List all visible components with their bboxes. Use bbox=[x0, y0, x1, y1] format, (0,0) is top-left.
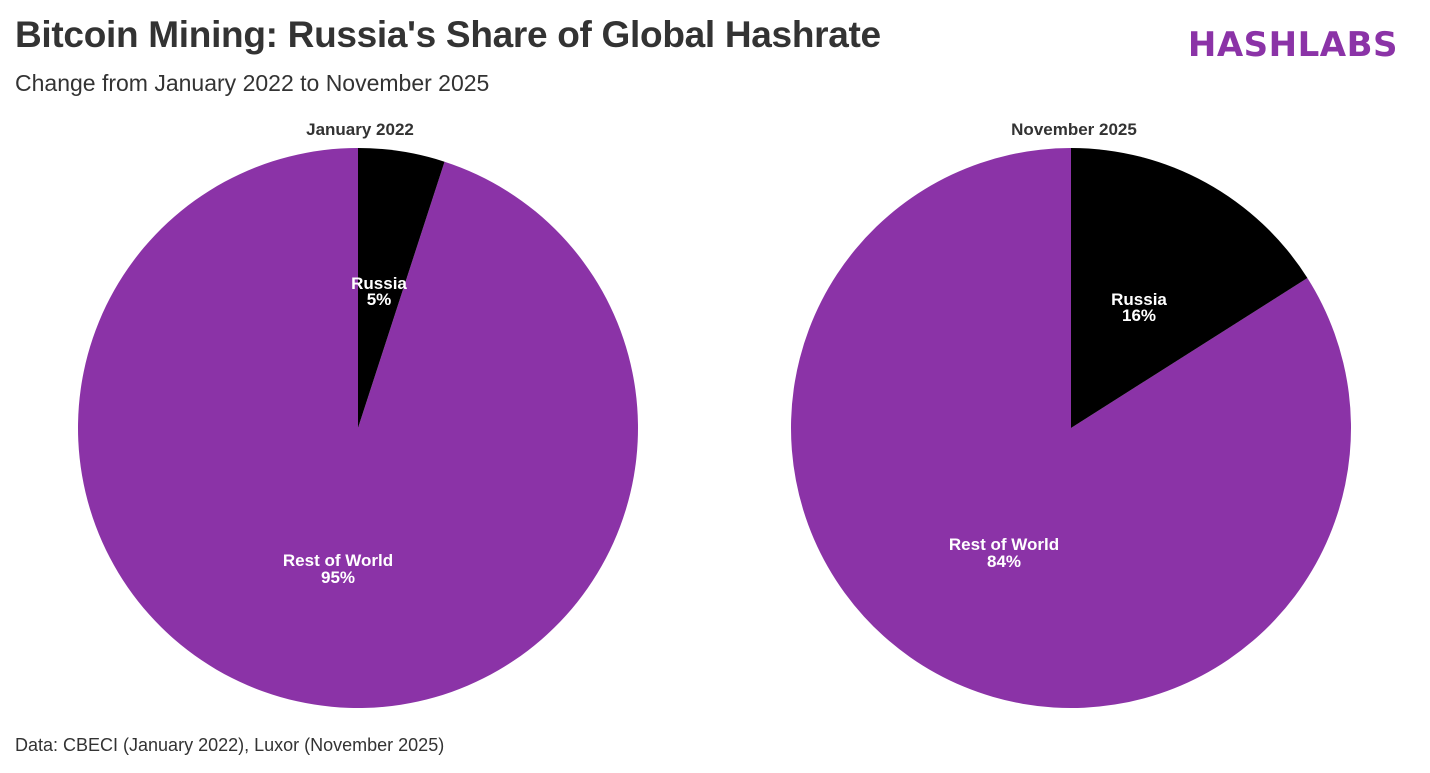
slice-value-russia: 16% bbox=[1122, 306, 1156, 325]
pie-slice-rest-of-world bbox=[77, 148, 638, 708]
pie-chart-nov-2025: November 2025 Russia 16% Rest of World 8… bbox=[791, 120, 1352, 708]
slice-value-rest-of-world: 95% bbox=[321, 568, 355, 587]
pie-title: January 2022 bbox=[306, 120, 414, 139]
pie-slice-russia bbox=[1071, 148, 1308, 428]
data-source-note: Data: CBECI (January 2022), Luxor (Novem… bbox=[15, 735, 445, 755]
slice-value-rest-of-world: 84% bbox=[987, 552, 1021, 571]
hashlabs-logo: HASHLABS bbox=[1187, 25, 1398, 65]
slice-label-russia: Russia bbox=[1111, 290, 1167, 309]
pie-slice-russia bbox=[358, 148, 445, 428]
slice-label-rest-of-world: Rest of World bbox=[949, 535, 1059, 554]
slice-value-russia: 5% bbox=[367, 290, 392, 309]
pie-title: November 2025 bbox=[1011, 120, 1137, 139]
chart-title: Bitcoin Mining: Russia's Share of Global… bbox=[15, 14, 881, 55]
slice-label-russia: Russia bbox=[351, 274, 407, 293]
slice-label-rest-of-world: Rest of World bbox=[283, 551, 393, 570]
pie-chart-jan-2022: January 2022 Russia 5% Rest of World 95% bbox=[77, 120, 638, 708]
chart-subtitle: Change from January 2022 to November 202… bbox=[15, 70, 490, 96]
